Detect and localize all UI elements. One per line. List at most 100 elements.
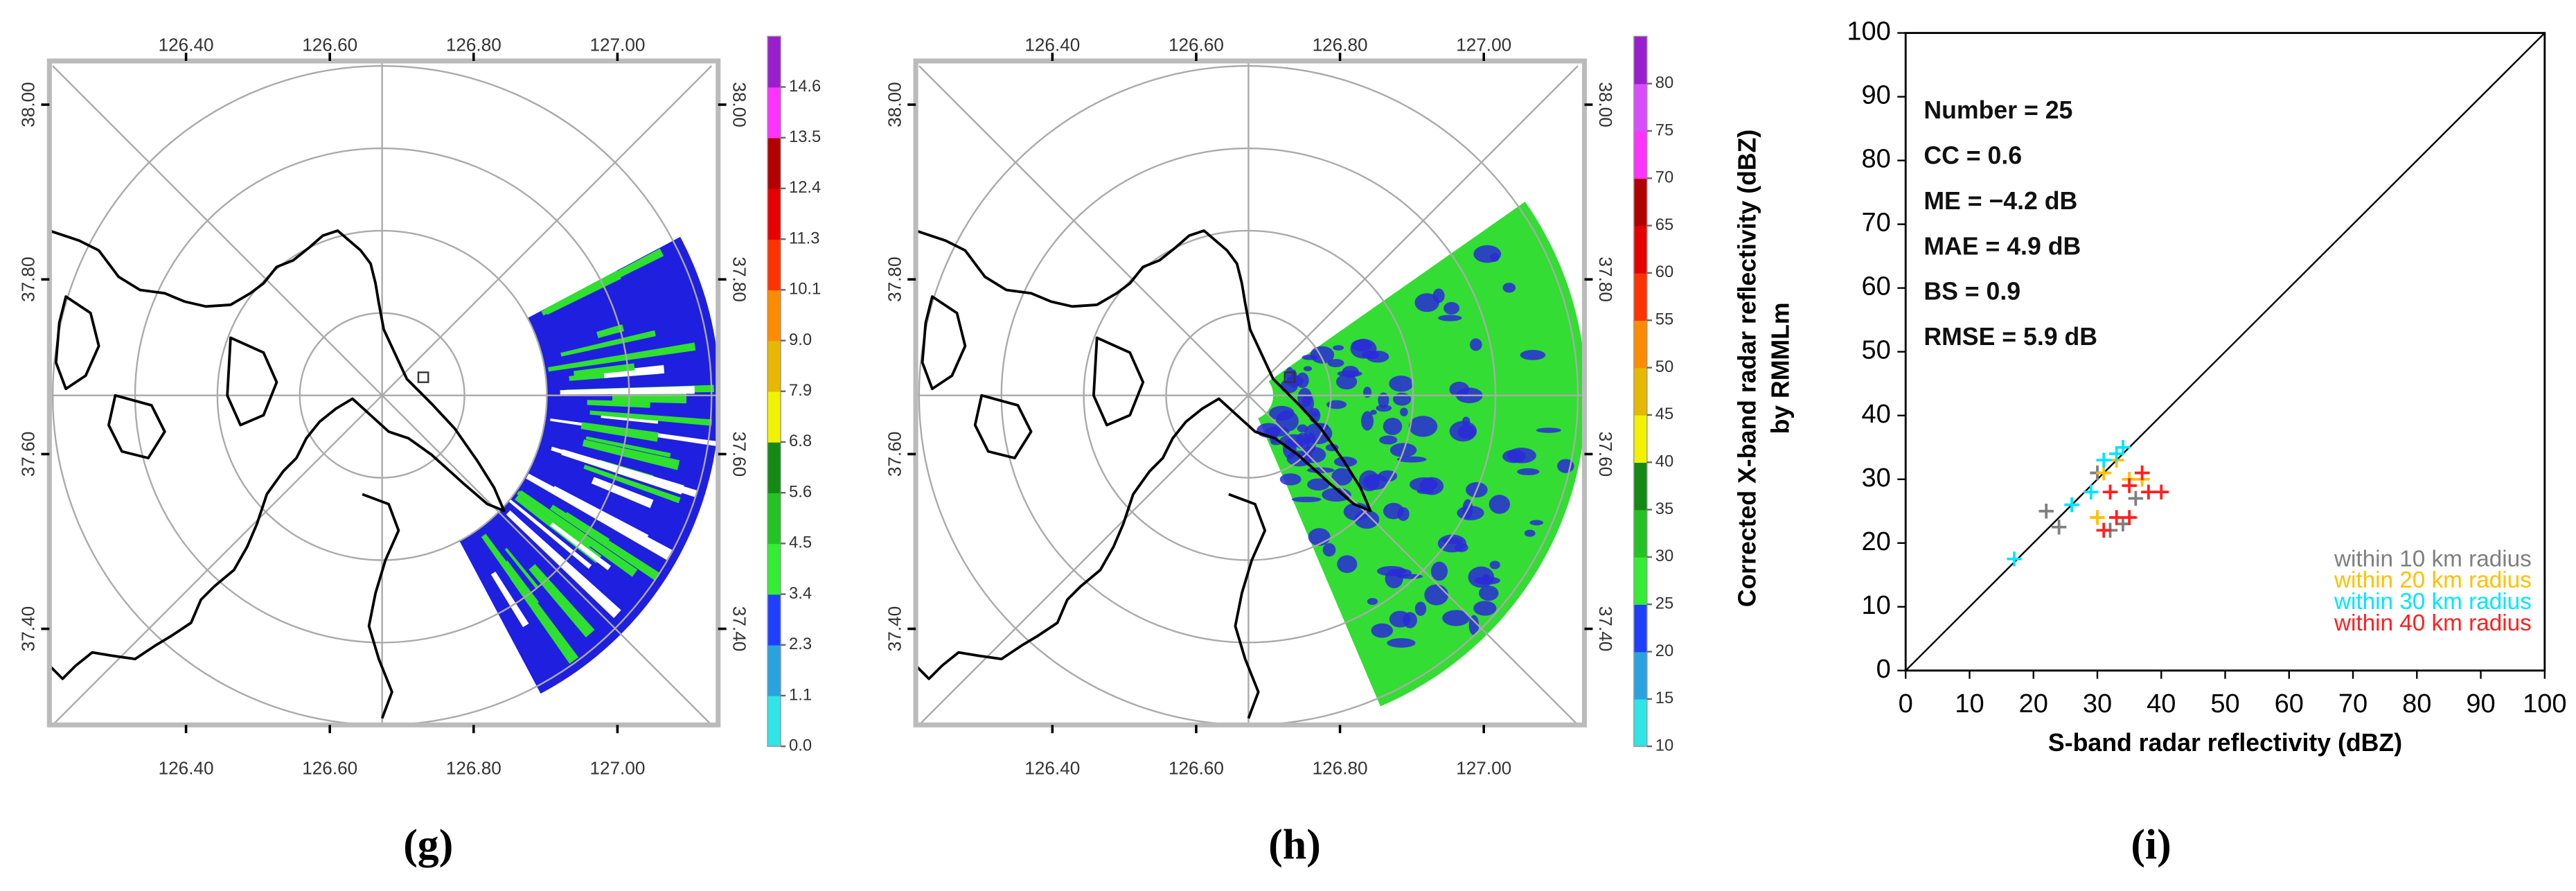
colorbar-label: 10: [1655, 736, 1673, 755]
y-tick-label: 70: [1861, 209, 1890, 238]
echo-patch: [1342, 366, 1359, 378]
colorbar-label: 15: [1655, 689, 1673, 707]
data-point: [2134, 465, 2150, 481]
colorbar-segment: [767, 137, 781, 189]
echo-streak: [583, 464, 681, 504]
echo-patch: [1333, 345, 1344, 351]
y-tick-label: 37.60: [18, 432, 39, 477]
echo-patch: [1300, 446, 1326, 464]
data-point: [2108, 446, 2124, 461]
x-tick-label: 40: [2147, 689, 2176, 718]
colorbar-label: 14.6: [789, 77, 821, 96]
echo-patch: [1473, 245, 1502, 263]
colorbar-label: 60: [1655, 263, 1673, 281]
echo-patch: [1444, 301, 1460, 315]
y-axis-label: by RMMLm: [1766, 302, 1794, 434]
colorbar-label: 0.0: [789, 736, 812, 755]
x-tick-label: 70: [2338, 689, 2368, 718]
data-point: [2064, 497, 2079, 513]
stat-annotation: MAE = 4.9 dB: [1924, 232, 2081, 260]
echo-patch: [1462, 416, 1471, 427]
echo-streak: [568, 515, 609, 544]
echo-patch: [1371, 623, 1394, 638]
colorbar-label: 3.4: [789, 584, 812, 603]
colorbar-segment: [1633, 651, 1647, 700]
echo-streak: [550, 522, 612, 571]
colorbar-segment: [767, 239, 781, 291]
echo-streak: [561, 449, 684, 495]
colorbar-segment: [1633, 36, 1647, 85]
caption: (h): [1268, 821, 1321, 868]
data-point: [2096, 452, 2111, 468]
spoke: [918, 65, 1579, 726]
x-tick-label: 126.40: [159, 35, 214, 55]
colorbar-label: 75: [1655, 121, 1673, 139]
colorbar-segment: [1633, 604, 1647, 653]
echo-streak: [589, 410, 712, 426]
y-tick-label: 20: [1861, 527, 1890, 556]
legend-entry: within 10 km radius: [2334, 546, 2532, 572]
echo-patch: [1416, 488, 1434, 495]
colorbar-label: 50: [1655, 358, 1673, 376]
echo-patch: [1449, 421, 1477, 442]
echo-area: [1258, 202, 1586, 707]
echo-patch: [1279, 473, 1302, 486]
echo-patch: [1297, 424, 1308, 433]
echo-patch: [1396, 456, 1427, 463]
colorbar-label: 35: [1655, 500, 1673, 518]
radar-site: [417, 371, 429, 383]
stat-annotation: BS = 0.9: [1924, 278, 2020, 306]
stat-annotation: Number = 25: [1924, 96, 2072, 124]
colorbar-segment: [767, 695, 781, 747]
echo-streak: [591, 477, 654, 509]
data-point: [2153, 484, 2169, 500]
y-tick-label: 10: [1861, 591, 1890, 620]
echo-patch: [1378, 470, 1398, 482]
x-tick-label: 30: [2083, 689, 2112, 718]
x-tick-label: 127.00: [589, 35, 645, 55]
colorbar-segment: [767, 441, 781, 493]
colorbar-label: 80: [1655, 73, 1673, 92]
caption: (g): [403, 821, 453, 868]
echo-patch: [1430, 561, 1448, 581]
colorbar-frame: [767, 35, 781, 747]
echo-patch: [1322, 542, 1336, 557]
echo-streak: [508, 499, 592, 569]
x-tick-label: 126.80: [446, 35, 501, 55]
echo-streak: [580, 422, 659, 442]
echo-patch: [1524, 529, 1536, 537]
spoke: [52, 65, 713, 726]
echo-patch: [1507, 448, 1536, 464]
echo-patch: [1311, 410, 1320, 417]
echo-patch: [1414, 601, 1427, 616]
x-tick-label: 126.60: [1169, 757, 1224, 778]
map-frame: [913, 58, 1588, 727]
x-tick-label: 126.60: [1169, 35, 1224, 55]
echo-patch: [1308, 528, 1331, 546]
y-tick-label: 40: [1861, 400, 1890, 429]
echo-patch: [1291, 496, 1322, 502]
y-tick-label: 30: [1861, 464, 1890, 493]
map-frame: [46, 58, 721, 727]
y-tick-label: 0: [1876, 655, 1891, 684]
echo-patch: [1304, 423, 1333, 445]
echo-patch: [1361, 411, 1374, 431]
echo-patch: [1387, 638, 1416, 648]
colorbar-label: 9.0: [789, 330, 812, 349]
data-point: [2122, 510, 2137, 525]
echo-patch: [1473, 576, 1501, 585]
echo-patch: [1370, 409, 1377, 415]
y-tick-label: 37.80: [729, 257, 749, 302]
data-point: [2115, 516, 2131, 531]
colorbar-segment: [1633, 320, 1647, 369]
x-tick-label: 60: [2275, 689, 2304, 718]
echo-patch: [1536, 427, 1561, 433]
colorbar-label: 45: [1655, 405, 1673, 423]
echo-patch: [1489, 561, 1500, 570]
echo-patch: [1297, 387, 1313, 408]
y-tick-label: 38.00: [729, 82, 749, 127]
echo-patch: [1414, 293, 1439, 312]
colorbar-label: 11.3: [789, 229, 820, 247]
